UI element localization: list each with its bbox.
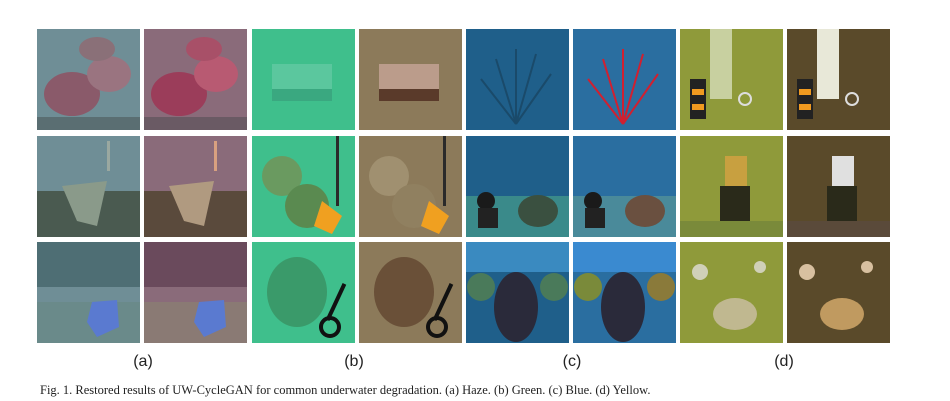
- subfigure-label-b: (b): [344, 353, 364, 370]
- yellow-degraded-image-middle: [680, 136, 783, 237]
- haze-degraded-image-bottom: [37, 242, 140, 343]
- figure-caption: Fig. 1. Restored results of UW-CycleGAN …: [40, 383, 651, 397]
- yellow-restored-image-bottom: [787, 242, 890, 343]
- yellow-degraded-image-top: [680, 29, 783, 130]
- yellow-restored-image-top: [787, 29, 890, 130]
- blue-degraded-image-middle: [466, 136, 569, 237]
- green-degraded-image-middle: [252, 136, 355, 237]
- subfigure-label-c: (c): [562, 353, 582, 370]
- haze-degraded-image-middle: [37, 136, 140, 237]
- yellow-restored-image-middle: [787, 136, 890, 237]
- yellow-degraded-image-bottom: [680, 242, 783, 343]
- green-restored-image-middle: [359, 136, 462, 237]
- green-degraded-image-top: [252, 29, 355, 130]
- blue-degraded-image-bottom: [466, 242, 569, 343]
- green-restored-image-bottom: [359, 242, 462, 343]
- haze-degraded-image-top: [37, 29, 140, 130]
- blue-degraded-image-top: [466, 29, 569, 130]
- green-restored-image-top: [359, 29, 462, 130]
- blue-restored-image-middle: [573, 136, 676, 237]
- haze-restored-image-middle: [144, 136, 247, 237]
- haze-restored-image-top: [144, 29, 247, 130]
- haze-restored-image-bottom: [144, 242, 247, 343]
- figure-image-grid: [37, 29, 890, 343]
- blue-restored-image-top: [573, 29, 676, 130]
- subfigure-label-a: (a): [133, 353, 153, 370]
- subfigure-label-d: (d): [774, 353, 794, 370]
- blue-restored-image-bottom: [573, 242, 676, 343]
- green-degraded-image-bottom: [252, 242, 355, 343]
